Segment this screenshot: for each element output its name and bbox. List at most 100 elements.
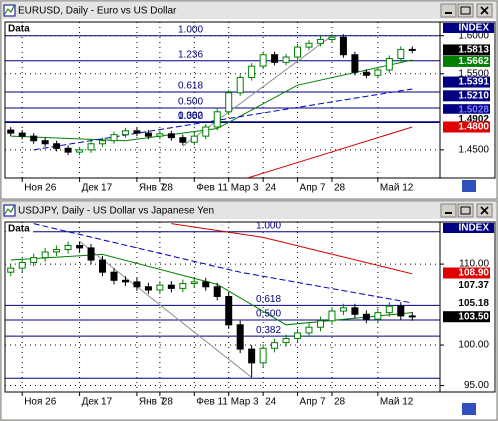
- x-tick-label: 28: [334, 397, 346, 408]
- minimize-button[interactable]: [440, 203, 457, 218]
- candle-body: [30, 135, 38, 142]
- candle-body: [408, 48, 416, 51]
- candle-body: [41, 140, 49, 145]
- candle-body: [362, 313, 370, 320]
- price-marker-label: 108.90: [458, 268, 489, 279]
- price-marker: [443, 90, 490, 102]
- x-tick-label: Янв 7: [139, 397, 166, 408]
- y-tick-label: 1.6000: [458, 30, 489, 41]
- candle-body: [179, 283, 187, 289]
- data-label: Data: [8, 24, 30, 35]
- title-bar: [2, 202, 496, 219]
- fib-label: 1.000: [178, 24, 203, 35]
- candle-body: [76, 149, 84, 153]
- price-marker: [443, 76, 490, 88]
- data-label-box: [6, 23, 33, 34]
- candle-body: [339, 307, 347, 312]
- x-tick-label: Дек 17: [82, 183, 113, 194]
- y-tick-label: 95.00: [464, 380, 489, 391]
- candle-body: [305, 326, 313, 334]
- fib-label: 0.382: [178, 110, 203, 121]
- price-marker-label: 1.5210: [458, 90, 489, 101]
- x-tick-label: 28: [334, 183, 346, 194]
- candle-body: [18, 261, 26, 269]
- x-tick-label: Апр 7: [300, 397, 326, 408]
- plot-content: [5, 222, 440, 392]
- price-marker-label: 105.18: [458, 298, 489, 309]
- x-tick-label: 24: [265, 397, 277, 408]
- candle-body: [179, 137, 187, 143]
- indicator-line: [245, 126, 413, 178]
- price-marker: [443, 113, 490, 125]
- candle-body: [282, 56, 290, 63]
- candle-body: [110, 271, 118, 281]
- price-marker: [443, 311, 490, 323]
- candle-body: [339, 36, 347, 56]
- candle-body: [133, 130, 141, 134]
- price-marker-label: 103.50: [458, 311, 489, 322]
- candle-body: [156, 284, 164, 291]
- fib-label: 1.236: [178, 49, 203, 60]
- y-tick-label: 110.00: [459, 259, 489, 270]
- y-tick-label: 1.4500: [458, 144, 489, 155]
- maximize-button[interactable]: [457, 3, 474, 18]
- candle-body: [397, 48, 405, 60]
- price-marker-label: 1.4902: [458, 114, 489, 125]
- plot-area: [4, 21, 441, 179]
- candle-body: [328, 310, 336, 322]
- candle-body: [248, 65, 256, 79]
- minimize-button[interactable]: [440, 3, 457, 18]
- candle-body: [167, 284, 175, 289]
- index-box: [443, 23, 494, 33]
- candle-body: [351, 307, 359, 315]
- candle-body: [156, 133, 164, 137]
- plot-content: [5, 22, 440, 178]
- price-marker-label: 1.5662: [458, 56, 489, 67]
- x-tick-label: 28: [162, 183, 174, 194]
- maximize-button[interactable]: [457, 203, 474, 218]
- x-tick-label: Ноя 26: [24, 397, 57, 408]
- price-marker: [443, 55, 490, 67]
- candle-body: [190, 281, 198, 285]
- candle-body: [408, 315, 416, 318]
- maximize-icon: [460, 206, 471, 215]
- candle-body: [374, 69, 382, 76]
- plot-area: [4, 221, 441, 393]
- candle-body: [236, 77, 244, 94]
- y-tick-label: 1.5500: [458, 68, 489, 79]
- candle-body: [385, 305, 393, 314]
- x-tick-label: Фев 11: [196, 397, 228, 408]
- price-marker: [443, 297, 490, 309]
- candle-body: [328, 36, 336, 41]
- x-tick-label: Май 12: [380, 183, 414, 194]
- price-marker-label: 107.37: [458, 280, 489, 291]
- candle-body: [76, 244, 84, 249]
- indicator-line: [33, 223, 413, 304]
- price-marker: [443, 267, 490, 279]
- candle-body: [53, 249, 61, 253]
- candle-body: [99, 140, 107, 145]
- candle-body: [271, 342, 279, 349]
- price-marker-label: 1.4800: [458, 122, 489, 133]
- candle-body: [294, 332, 302, 340]
- candle-body: [190, 135, 198, 143]
- x-tick-label: Май 12: [380, 397, 414, 408]
- window-title: USDJPY, Daily - US Dollar vs Japanese Ye…: [18, 206, 214, 217]
- window-icon: [4, 205, 15, 215]
- candle-body: [385, 58, 393, 71]
- x-tick-label: Янв 7: [139, 183, 166, 194]
- candle-body: [351, 54, 359, 73]
- price-marker: [443, 104, 490, 116]
- index-box: [443, 223, 494, 233]
- candle-body: [110, 134, 118, 142]
- candle-body: [362, 71, 370, 76]
- fib-label: 1.000: [178, 111, 203, 122]
- fib-label: 0.500: [256, 309, 281, 320]
- candle-body: [121, 279, 129, 283]
- x-tick-label: 24: [265, 183, 277, 194]
- chart-icon[interactable]: [462, 403, 476, 415]
- candle-body: [7, 129, 15, 134]
- chart-icon[interactable]: [462, 180, 476, 192]
- x-tick-label: Апр 7: [300, 183, 326, 194]
